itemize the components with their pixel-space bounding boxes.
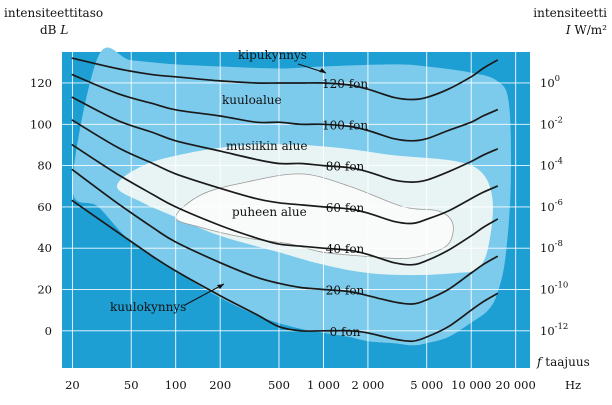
curve-20-fon (71, 168, 499, 305)
curve-80-fon (71, 96, 499, 183)
x-tick-label: 100 (165, 378, 187, 392)
x-axis-title: f taajuus (536, 355, 590, 369)
x-tick-label: 20 (65, 378, 80, 392)
y-right-tick-label: 10-10 (540, 281, 568, 297)
grid-layer (62, 52, 530, 368)
series-label: 100 fon (322, 118, 368, 132)
curve-0-fon (71, 199, 499, 343)
curves-layer (71, 57, 499, 343)
series-label: 60 fon (326, 201, 365, 215)
curve-40-fon (71, 144, 499, 266)
y-tick-label: 100 (30, 117, 52, 131)
y-tick-label: 120 (30, 76, 52, 90)
y-left-unit: dB L (40, 23, 68, 37)
x-tick-label: 1 000 (307, 378, 340, 392)
pointer-kipukynnys-head (319, 68, 326, 73)
y-tick-label: 20 (37, 283, 52, 297)
y-tick-label: 40 (37, 241, 52, 255)
annotation-kipukynnys: kipukynnys (238, 48, 307, 62)
series-label: 20 fon (326, 284, 365, 298)
x-tick-label: 2 000 (351, 378, 384, 392)
y-right-tick-label: 10-2 (540, 115, 563, 131)
labels-layer: 0 fon 20 fon 40 fon 60 fon 80 fon 100 fon 120 … (4, 6, 607, 369)
x-tick-label: 50 (124, 378, 139, 392)
x-tick-label: 10 000 (451, 378, 491, 392)
annotation-kuuloalue: kuuloalue (222, 93, 282, 107)
y-right-tick-label: 10-12 (540, 322, 568, 338)
x-unit-label: Hz (565, 378, 581, 392)
y-tick-label: 0 (45, 324, 52, 338)
series-label: 0 fon (330, 325, 361, 339)
annotation-kuulokynnys: kuulokynnys (110, 300, 186, 314)
series-label: 40 fon (326, 242, 365, 256)
ticks-layer: 0 20 40 60 80 100 120 10-12 10-10 10-8 10-6 10-4 10-… (30, 74, 581, 392)
x-tick-label: 500 (268, 378, 290, 392)
annotation-musiikin-alue: musiikin alue (226, 139, 307, 153)
y-right-title: intensiteetti (533, 6, 607, 20)
x-tick-label: 200 (209, 378, 231, 392)
y-tick-label: 60 (37, 200, 52, 214)
series-label: 120 fon (322, 77, 368, 91)
curve-100-fon (71, 73, 499, 142)
y-left-title: intensiteettitaso (4, 6, 103, 20)
y-right-tick-label: 10-4 (540, 157, 563, 173)
x-tick-label: 5 000 (410, 378, 443, 392)
annotation-puheen-alue: puheen alue (232, 205, 307, 219)
pointer-kuulokynnys-head (217, 284, 224, 289)
x-tick-label: 20 000 (496, 378, 536, 392)
series-label: 80 fon (326, 160, 365, 174)
curve-120-fon (71, 57, 499, 101)
y-tick-label: 80 (37, 159, 52, 173)
y-right-tick-label: 10-6 (540, 198, 563, 214)
y-right-unit: I W/m² (565, 23, 607, 37)
curve-60-fon (71, 119, 499, 225)
y-right-tick-label: 100 (540, 74, 560, 90)
y-right-tick-label: 10-8 (540, 239, 563, 255)
pointer-kuulokynnys (184, 283, 225, 306)
